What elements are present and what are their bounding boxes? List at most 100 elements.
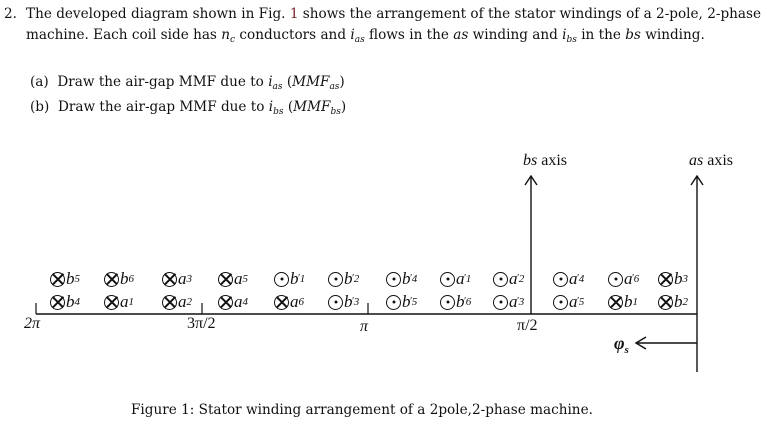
- current-into-page-icon: [162, 271, 177, 287]
- phi-subscript: s: [624, 344, 629, 356]
- coil-name: b: [674, 292, 683, 311]
- sub-question-text: Draw the air-gap MMF due to: [57, 99, 265, 115]
- coil-a6-prime: a ′ 6: [608, 269, 639, 289]
- current-subscript: bs: [273, 107, 284, 117]
- nc-symbol: nc: [221, 26, 236, 45]
- current-out-of-page-icon: [493, 271, 508, 287]
- ibs-symbol: ibs: [562, 26, 577, 45]
- coil-b2-prime: b ′ 2: [328, 269, 359, 289]
- coil-name: a: [234, 292, 243, 311]
- question-text-part: winding.: [645, 26, 705, 43]
- coil-a3-prime: a ′ 3: [493, 292, 524, 312]
- ias-base: i: [350, 26, 355, 43]
- current-into-page-icon: [274, 294, 289, 310]
- question-text: The developed diagram shown in Fig. 1 sh…: [26, 4, 764, 45]
- coil-a5-prime: a ′ 5: [553, 292, 584, 312]
- tick-label-pi: π: [360, 318, 369, 335]
- current-into-page-icon: [104, 271, 119, 287]
- ias-symbol: ias: [350, 26, 364, 45]
- current-out-of-page-icon: [440, 294, 455, 310]
- ibs-subscript: bs: [566, 34, 577, 45]
- figure-reference-link[interactable]: 1: [289, 6, 299, 22]
- question-text-part: flows in the: [369, 26, 449, 43]
- question-text-part: in the: [581, 26, 621, 43]
- mmf-subscript: bs: [330, 107, 341, 117]
- current-out-of-page-icon: [440, 271, 455, 287]
- current-into-page-icon: [50, 294, 65, 310]
- current-symbol: ibs: [268, 99, 284, 117]
- current-out-of-page-icon: [328, 294, 343, 310]
- current-base: i: [268, 74, 273, 90]
- current-out-of-page-icon: [274, 271, 289, 287]
- coil-name: b: [344, 292, 353, 311]
- current-into-page-icon: [658, 294, 673, 310]
- bs-symbol: bs: [625, 26, 641, 43]
- tick-label-2pi: 2π: [24, 315, 41, 332]
- current-base: i: [268, 99, 274, 115]
- coil-name: a: [509, 292, 518, 311]
- current-into-page-icon: [218, 271, 233, 287]
- coil-name: b: [66, 292, 75, 311]
- coil-name: b: [674, 269, 683, 288]
- coil-b6-prime: b ′ 6: [440, 292, 471, 312]
- nc-base: n: [221, 26, 231, 43]
- as-axis-arrow-icon: [690, 174, 704, 186]
- bs-axis-text: axis: [541, 152, 568, 169]
- tick-label-pi-2: π/2: [517, 317, 538, 334]
- sub-question-text: Draw the air-gap MMF due to: [57, 74, 264, 90]
- question-text-part: shows the arrangement of the stator wind…: [26, 6, 762, 43]
- bs-axis-label: bs axis: [523, 152, 567, 170]
- sub-questions: (a) Draw the air-gap MMF due to ias (MMF…: [30, 70, 346, 120]
- coil-b5-prime: b ′ 5: [386, 292, 417, 312]
- current-into-page-icon: [162, 294, 177, 310]
- coil-b3-prime: b ′ 3: [328, 292, 359, 312]
- tick-label-3pi-2: 3π/2: [187, 315, 216, 332]
- coil-name: a: [178, 292, 187, 311]
- current-out-of-page-icon: [493, 294, 508, 310]
- current-into-page-icon: [658, 271, 673, 287]
- coil-name: b: [402, 292, 411, 311]
- as-axis-text: axis: [707, 152, 734, 169]
- current-out-of-page-icon: [386, 271, 401, 287]
- phi-symbol: φ: [614, 333, 625, 353]
- ibs-base: i: [562, 26, 567, 43]
- current-symbol: ias: [268, 74, 283, 92]
- coil-a2-prime: a ′ 2: [493, 269, 524, 289]
- question-number: 2.: [4, 6, 17, 22]
- current-subscript: as: [272, 82, 283, 92]
- current-into-page-icon: [104, 294, 119, 310]
- mmf-subscript: as: [329, 82, 340, 92]
- coil-name: a: [569, 269, 578, 288]
- nc-subscript: c: [230, 34, 236, 45]
- current-into-page-icon: [608, 294, 623, 310]
- sub-question-a: (a) Draw the air-gap MMF due to ias (MMF…: [30, 74, 345, 92]
- question-text-part: The developed diagram shown in Fig.: [26, 6, 286, 22]
- current-out-of-page-icon: [553, 294, 568, 310]
- coil-name: b: [456, 292, 465, 311]
- flux-label: φs: [614, 333, 629, 356]
- question-text-part: conductors and: [239, 26, 347, 43]
- coil-name: b: [120, 269, 129, 288]
- bs-axis-italic: bs: [523, 152, 538, 169]
- mmf-symbol: MMF: [292, 74, 330, 90]
- coil-name: b: [624, 292, 633, 311]
- mmf-symbol: MMF: [293, 99, 331, 115]
- coil-name: b: [344, 269, 353, 288]
- coil-name: b: [402, 269, 411, 288]
- coil-name: a: [624, 269, 633, 288]
- sub-question-b: (b) Draw the air-gap MMF due to ibs (MMF…: [30, 99, 347, 117]
- coil-b4-prime: b ′ 4: [386, 269, 417, 289]
- sub-question-label: (a): [30, 74, 49, 90]
- coil-name: a: [509, 269, 518, 288]
- current-out-of-page-icon: [553, 271, 568, 287]
- question-text-part: winding and: [472, 26, 558, 43]
- current-out-of-page-icon: [328, 271, 343, 287]
